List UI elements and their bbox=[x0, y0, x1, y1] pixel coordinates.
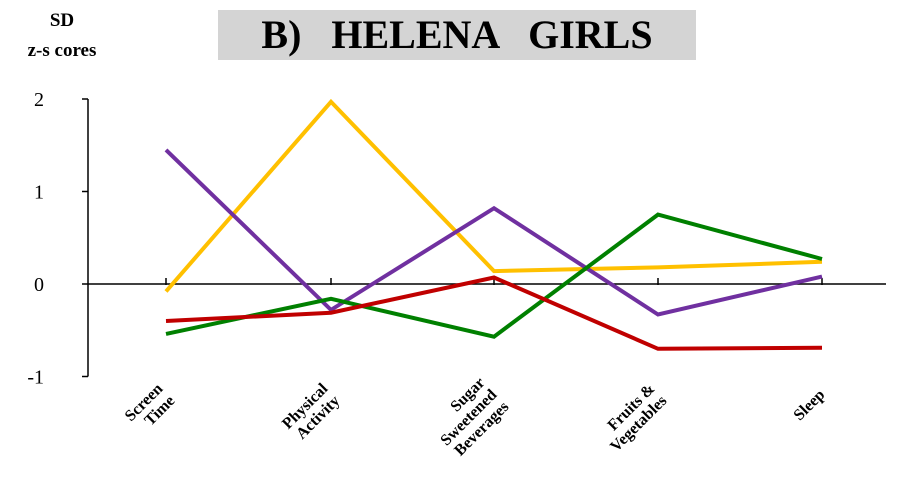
y-axis-title-line1: SD bbox=[49, 10, 75, 31]
series-line-4 bbox=[165, 275, 823, 351]
y-axis-title-line2: z-s cores bbox=[27, 40, 97, 61]
series-line-1 bbox=[164, 98, 823, 293]
x-tick-label: Fruits &Vegetables bbox=[605, 380, 671, 455]
y-tick-label: -1 bbox=[27, 367, 44, 389]
y-tick-label: 1 bbox=[34, 182, 44, 204]
chart-title: B) HELENA GIRLS bbox=[261, 12, 653, 57]
x-tick-label: Sleep bbox=[791, 386, 829, 424]
y-axis-title: SD z-s cores bbox=[14, 6, 110, 66]
series-line-3 bbox=[165, 212, 823, 339]
chart-title-box: B) HELENA GIRLS bbox=[218, 10, 696, 60]
y-tick-label: 2 bbox=[34, 89, 44, 111]
x-tick-label-line: Sleep bbox=[791, 386, 829, 424]
y-tick-label: 0 bbox=[34, 274, 44, 296]
series-line-2 bbox=[164, 148, 823, 317]
